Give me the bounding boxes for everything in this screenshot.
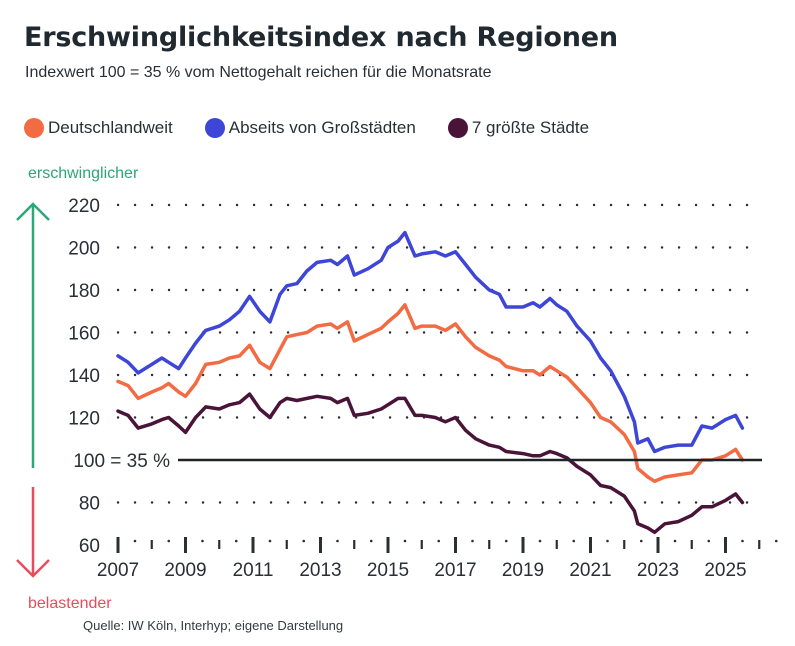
x-axis-dot — [538, 539, 542, 543]
legend-dot-icon — [204, 118, 225, 138]
x-axis-dot — [201, 539, 204, 543]
x-axis-dot — [403, 539, 407, 543]
y-tick-label: 180 — [68, 281, 100, 302]
x-axis-dot — [302, 539, 306, 543]
series-line-1 — [116, 230, 745, 454]
x-axis-dot — [437, 539, 441, 543]
chart-subtitle: Indexwert 100 = 35 % vom Nettogehalt rei… — [25, 64, 492, 81]
arrow-up-head-icon — [16, 202, 50, 221]
legend-dot-icon — [24, 118, 44, 138]
x-axis-dot — [167, 539, 171, 543]
y-tick-label: 100 = 35 % — [73, 451, 170, 472]
y-tick-label: 200 — [68, 239, 100, 260]
series-line-2 — [116, 392, 745, 535]
x-tick-label: 2013 — [299, 560, 341, 581]
x-axis-dot — [471, 539, 474, 543]
x-tick-label: 2019 — [502, 560, 544, 581]
x-tick-label: 2011 — [233, 560, 274, 581]
arrow-down-head-icon — [16, 559, 50, 578]
source-note: Quelle: IW Köln, Interhyp; eigene Darste… — [83, 618, 344, 633]
x-axis-dot — [606, 539, 609, 543]
x-tick-label: 2021 — [569, 560, 611, 581]
legend-item-abseits: Abseits von Großstädten — [204, 118, 416, 138]
x-axis-dot — [369, 539, 373, 543]
direction-label-down: belastender — [28, 595, 112, 612]
x-axis-dot — [336, 539, 339, 543]
x-tick-label: 2017 — [434, 560, 476, 581]
y-tick-label: 60 — [79, 536, 100, 557]
x-axis-dot — [572, 539, 576, 543]
x-axis-dot — [639, 539, 643, 543]
x-axis-dot — [774, 539, 778, 543]
x-axis-dot — [673, 539, 677, 543]
direction-label-up: erschwinglicher — [28, 165, 139, 182]
y-tick-label: 220 — [68, 196, 100, 217]
legend-label: Abseits von Großstädten — [228, 118, 416, 137]
x-axis-dot — [707, 539, 711, 543]
x-tick-label: 2009 — [164, 560, 206, 581]
y-tick-label: 160 — [68, 324, 100, 345]
series-line-0 — [116, 303, 745, 484]
legend-item-deutschlandweit: Deutschlandweit — [24, 118, 173, 138]
x-axis-dot — [504, 539, 508, 543]
x-axis-dot — [133, 539, 137, 543]
x-tick-label: 2025 — [704, 560, 746, 581]
x-axis-dot — [268, 539, 272, 543]
x-tick-label: 2015 — [367, 560, 409, 581]
chart-title: Erschwinglichkeitsindex nach Regionen — [24, 22, 618, 53]
y-tick-label: 140 — [68, 366, 100, 387]
legend-label: Deutschlandweit — [48, 118, 173, 137]
legend-dot-icon — [447, 118, 468, 138]
legend: Deutschlandweit Abseits von Großstädten … — [24, 118, 621, 138]
legend-label: 7 größte Städte — [471, 118, 590, 137]
x-tick-label: 2023 — [637, 560, 679, 581]
legend-item-7-staedte: 7 größte Städte — [447, 118, 590, 138]
x-tick-label: 2007 — [97, 560, 139, 581]
x-axis-dot — [234, 539, 238, 543]
x-axis-dot — [741, 539, 744, 543]
y-tick-label: 80 — [79, 494, 100, 515]
y-tick-label: 120 — [68, 409, 100, 430]
